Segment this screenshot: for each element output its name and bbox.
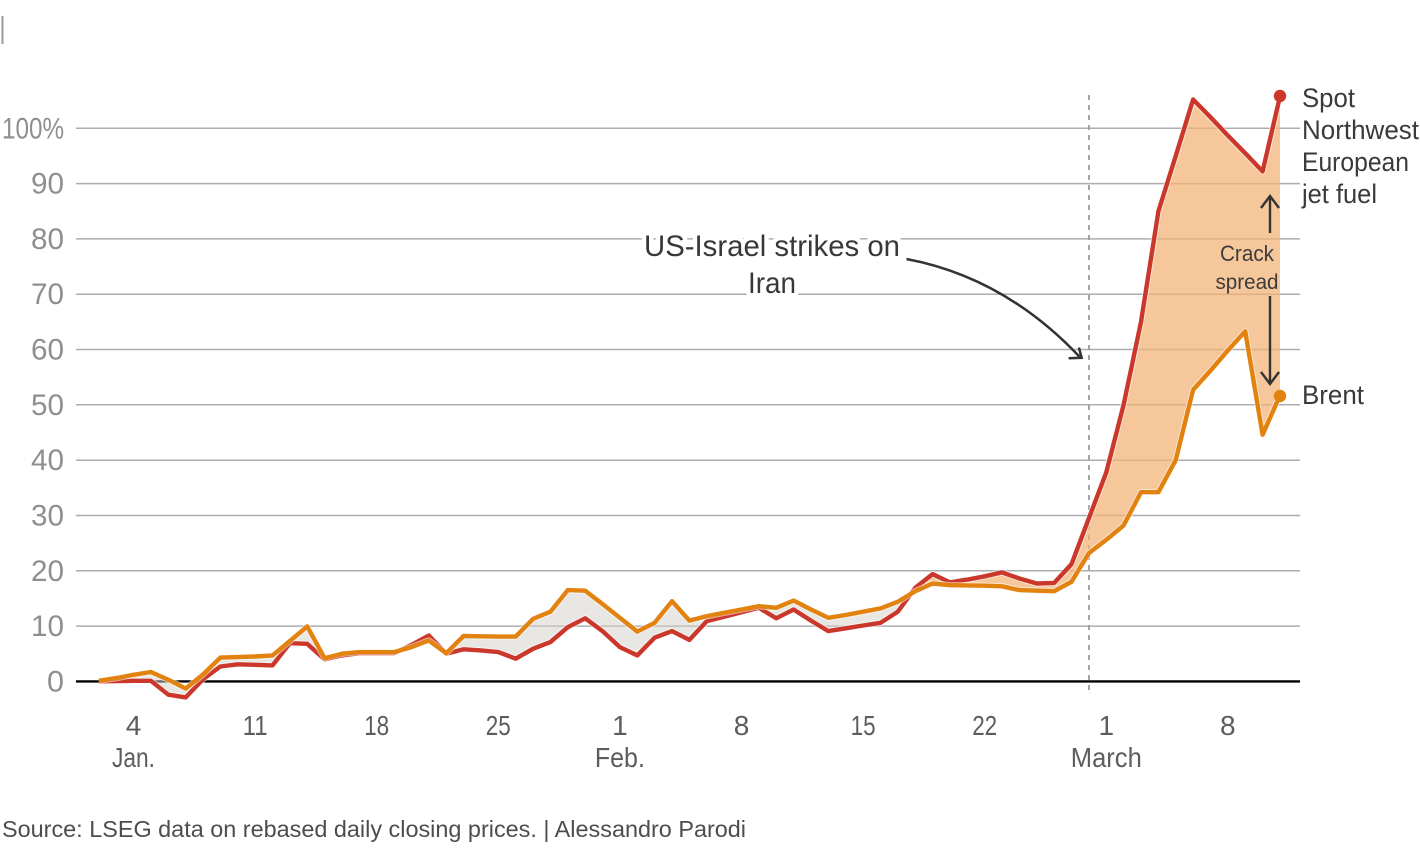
svg-text:90: 90 (31, 168, 64, 201)
svg-text:Iran: Iran (748, 267, 796, 300)
svg-text:22: 22 (972, 710, 997, 741)
svg-text:March: March (1071, 742, 1142, 773)
svg-text:Northwest: Northwest (1302, 115, 1419, 145)
svg-text:Spot: Spot (1302, 83, 1355, 113)
svg-text:Brent: Brent (1302, 380, 1364, 410)
svg-text:15: 15 (851, 710, 876, 741)
svg-text:18: 18 (364, 710, 389, 741)
svg-text:8: 8 (734, 710, 750, 741)
svg-text:80: 80 (31, 223, 64, 256)
svg-text:Jan.: Jan. (112, 742, 155, 773)
svg-text:30: 30 (31, 500, 64, 533)
svg-text:0: 0 (47, 665, 64, 698)
svg-text:11: 11 (243, 710, 268, 741)
svg-text:US-Israel strikes on: US-Israel strikes on (644, 230, 900, 263)
svg-text:4: 4 (126, 710, 142, 741)
svg-text:Feb.: Feb. (595, 742, 645, 773)
svg-text:10: 10 (31, 610, 64, 643)
svg-text:8: 8 (1220, 710, 1236, 741)
svg-text:jet fuel: jet fuel (1301, 179, 1377, 209)
svg-text:50: 50 (31, 389, 64, 422)
svg-text:40: 40 (31, 444, 64, 477)
svg-text:70: 70 (31, 278, 64, 311)
svg-text:20: 20 (31, 555, 64, 588)
svg-text:1: 1 (612, 710, 628, 741)
svg-text:100%: 100% (2, 112, 64, 145)
svg-text:European: European (1302, 147, 1409, 177)
svg-text:60: 60 (31, 334, 64, 367)
svg-text:Source: LSEG data on rebased d: Source: LSEG data on rebased daily closi… (2, 816, 746, 842)
svg-text:spread: spread (1216, 271, 1279, 294)
svg-text:1: 1 (1099, 710, 1115, 741)
svg-text:Crack: Crack (1220, 241, 1275, 266)
svg-text:25: 25 (486, 710, 511, 741)
